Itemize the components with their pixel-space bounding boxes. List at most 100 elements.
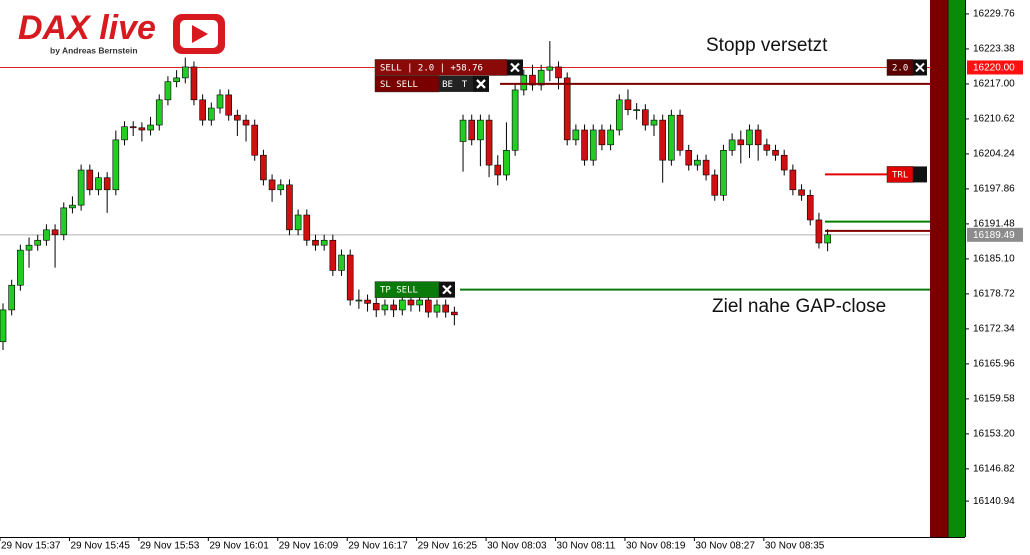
candle-body xyxy=(537,69,545,86)
close-icon xyxy=(510,62,520,73)
logo-play xyxy=(192,25,208,43)
x-tick-label: 29 Nov 16:09 xyxy=(279,541,339,552)
x-tick-label: 30 Nov 08:03 xyxy=(487,541,547,552)
candle-body xyxy=(147,124,154,131)
candle-body xyxy=(398,299,406,311)
y-tick-label: 16204.24 xyxy=(973,149,1015,160)
candle-body xyxy=(155,99,163,126)
close-icon xyxy=(476,79,486,89)
candle-body xyxy=(260,154,267,181)
candle-body xyxy=(173,77,180,83)
candle-body xyxy=(77,169,85,206)
candle-body xyxy=(555,66,562,79)
candle-body xyxy=(372,303,380,311)
order: SELL | 2.0 | +58.76 xyxy=(374,59,523,76)
candle-body xyxy=(225,94,232,116)
candle-body xyxy=(121,126,128,141)
candle-body xyxy=(242,119,250,126)
y-tick-label: 16197.86 xyxy=(973,184,1015,195)
candle-body xyxy=(494,164,502,176)
price-tag-label: 16220.00 xyxy=(973,63,1015,74)
candle-body xyxy=(806,194,814,221)
candle-body xyxy=(355,299,363,302)
candle-body xyxy=(754,129,762,146)
candle-body xyxy=(694,159,701,166)
candle-body xyxy=(642,109,649,126)
candle-body xyxy=(780,154,788,171)
annotation: Ziel nahe GAP-close xyxy=(712,296,886,317)
y-tick-label: 16165.96 xyxy=(973,359,1015,370)
candle-body xyxy=(329,239,337,271)
x-tick-label: 29 Nov 16:01 xyxy=(209,541,269,552)
candle-body xyxy=(789,169,797,191)
y-tick-label: 16140.94 xyxy=(973,496,1015,507)
candle-body xyxy=(563,77,571,141)
order: TRL xyxy=(825,166,927,183)
candle-body xyxy=(685,149,693,166)
candle-body xyxy=(668,114,675,161)
y-tick-label: 16172.34 xyxy=(973,324,1015,335)
candle-body xyxy=(589,129,597,161)
candle-body xyxy=(477,119,484,141)
indicator-bar xyxy=(930,0,965,537)
y-tick-label: 16185.10 xyxy=(973,254,1015,265)
candle-body xyxy=(25,244,33,251)
y-tick-label: 16178.72 xyxy=(973,289,1015,300)
candle-body xyxy=(468,119,476,141)
order-label: SL SELL xyxy=(380,80,418,90)
candle-body xyxy=(702,159,710,176)
order-button xyxy=(456,75,473,92)
candle-body xyxy=(43,229,50,241)
y-tick-label: 16159.58 xyxy=(973,394,1015,405)
candle-body xyxy=(103,177,111,191)
candle-body xyxy=(485,119,493,166)
order-button-label[interactable]: T xyxy=(462,80,468,90)
y-tick-label: 16217.00 xyxy=(973,79,1015,90)
candle-body xyxy=(86,169,94,191)
candle-body xyxy=(251,124,259,156)
logo-title: DAX live xyxy=(18,9,156,47)
indicator-bear xyxy=(930,0,948,537)
candle-body xyxy=(390,304,397,311)
candle-body xyxy=(277,184,285,191)
candle-body xyxy=(17,249,24,286)
candle-body xyxy=(303,214,311,241)
y-tick-label: 16210.62 xyxy=(973,114,1015,125)
candle-body xyxy=(407,299,415,306)
candle-body xyxy=(34,239,42,246)
candle-body xyxy=(181,66,189,79)
candle-body xyxy=(798,189,805,196)
candle-body xyxy=(95,177,102,191)
candle-body xyxy=(416,299,423,306)
candle-body xyxy=(112,139,120,191)
candle-body xyxy=(164,81,172,101)
candle-body xyxy=(129,126,137,129)
candle-body xyxy=(0,309,7,343)
x-tick-label: 30 Nov 08:27 xyxy=(695,541,755,552)
candle-body xyxy=(199,99,206,121)
order-label: TRL xyxy=(892,170,908,180)
candle-body xyxy=(607,129,614,146)
candle-body xyxy=(815,219,823,244)
candle-body xyxy=(520,74,528,91)
candle-body xyxy=(720,149,727,196)
candle-body xyxy=(451,311,458,316)
order-button-label[interactable]: BE xyxy=(442,80,453,90)
candle-body xyxy=(572,129,580,141)
x-tick-label: 29 Nov 15:37 xyxy=(1,541,61,552)
candle-body xyxy=(633,109,640,112)
x-tick-label: 29 Nov 16:25 xyxy=(418,541,478,552)
candle-body xyxy=(659,119,666,161)
candle-body xyxy=(208,107,215,121)
candle-body xyxy=(546,66,554,71)
candle-body xyxy=(364,299,371,304)
candle-body xyxy=(234,114,241,121)
y-tick-label: 16146.82 xyxy=(973,464,1015,475)
candle-body xyxy=(650,119,658,126)
candle-body xyxy=(338,254,345,271)
candle-body xyxy=(51,229,59,236)
candle-body xyxy=(763,144,771,151)
candle-body xyxy=(190,66,198,101)
x-tick-label: 30 Nov 08:11 xyxy=(557,541,616,552)
